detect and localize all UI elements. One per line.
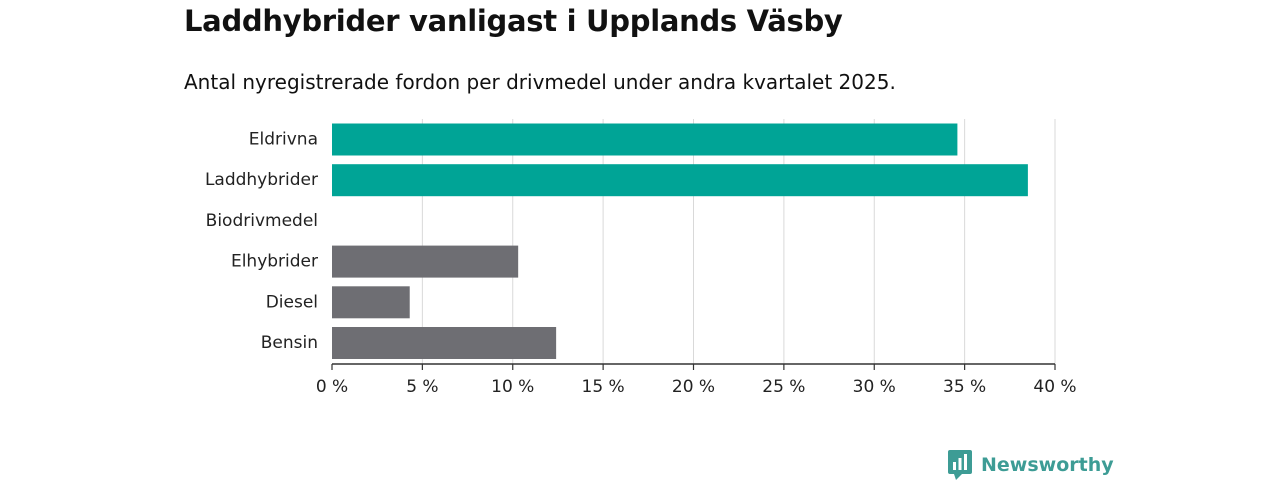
- category-label: Diesel: [266, 292, 318, 312]
- bar: [332, 123, 958, 156]
- brand-logo: Newsworthy: [948, 450, 1114, 480]
- category-label: Elhybrider: [231, 252, 318, 272]
- x-tick-label: 20 %: [672, 377, 715, 397]
- x-tick-label: 40 %: [1033, 377, 1076, 397]
- x-tick-label: 5 %: [406, 377, 438, 397]
- bar: [332, 327, 557, 359]
- bar: [332, 245, 519, 278]
- x-tick-label: 0 %: [316, 377, 348, 397]
- category-label: Biodrivmedel: [206, 211, 318, 231]
- bar: [332, 164, 1028, 197]
- x-tick-label: 15 %: [582, 377, 625, 397]
- category-label: Eldrivna: [249, 130, 318, 150]
- x-tick-label: 35 %: [943, 377, 986, 397]
- x-tick-label: 10 %: [491, 377, 534, 397]
- category-label: Bensin: [261, 333, 318, 353]
- bar: [332, 286, 410, 319]
- newsworthy-logo-icon: [948, 450, 972, 480]
- chart-title: Laddhybrider vanligast i Upplands Väsby: [184, 4, 843, 38]
- x-tick-label: 25 %: [762, 377, 805, 397]
- category-label: Laddhybrider: [205, 170, 318, 190]
- brand-name: Newsworthy: [981, 454, 1114, 476]
- chart-subtitle: Antal nyregistrerade fordon per drivmede…: [184, 70, 896, 94]
- x-tick-label: 30 %: [853, 377, 896, 397]
